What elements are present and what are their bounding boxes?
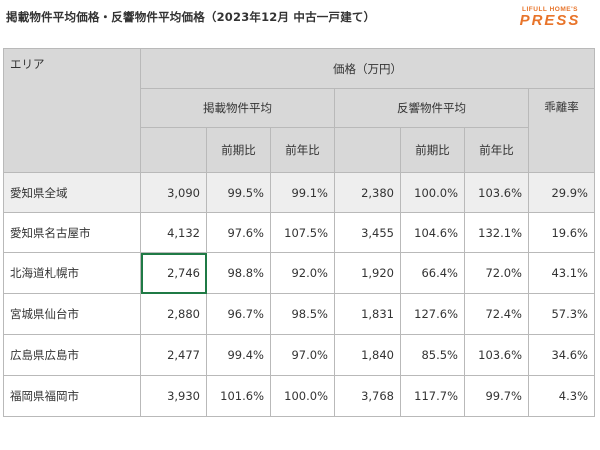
area-cell[interactable]: 広島県広島市	[3, 334, 141, 376]
listing-qoq-cell[interactable]: 98.8%	[206, 252, 271, 294]
response-yoy-cell[interactable]: 72.0%	[464, 252, 529, 294]
listing-yoy-cell[interactable]: 99.1%	[270, 172, 335, 213]
listing-qoq-cell[interactable]: 99.4%	[206, 334, 271, 376]
response-qoq-cell[interactable]: 66.4%	[400, 252, 465, 294]
listing-yoy-cell[interactable]: 107.5%	[270, 212, 335, 253]
listing-yoy-cell[interactable]: 98.5%	[270, 293, 335, 335]
listing-qoq-cell[interactable]: 99.5%	[206, 172, 271, 213]
response-price-cell[interactable]: 3,768	[334, 375, 401, 417]
divergence-cell[interactable]: 4.3%	[528, 375, 595, 417]
response-yoy-cell[interactable]: 72.4%	[464, 293, 529, 335]
brand-logo: LIFULL HOME'S PRESS	[514, 6, 586, 28]
header-response-avg[interactable]: 反響物件平均	[334, 88, 529, 128]
header-response-blank[interactable]	[334, 127, 401, 173]
listing-price-cell[interactable]: 3,090	[140, 172, 207, 213]
listing-price-cell[interactable]: 2,477	[140, 334, 207, 376]
listing-yoy-cell[interactable]: 100.0%	[270, 375, 335, 417]
header-listing-yoy[interactable]: 前年比	[270, 127, 335, 173]
header-listing-blank[interactable]	[140, 127, 207, 173]
header-listing-qoq[interactable]: 前期比	[206, 127, 271, 173]
response-yoy-cell[interactable]: 103.6%	[464, 334, 529, 376]
selected-cell[interactable]: 2,746	[140, 252, 207, 294]
divergence-cell[interactable]: 57.3%	[528, 293, 595, 335]
response-qoq-cell[interactable]: 127.6%	[400, 293, 465, 335]
price-table: エリア 価格（万円） 掲載物件平均 反響物件平均 乖離率 前期比 前年比 前期比…	[3, 48, 595, 417]
logo-subtitle: LIFULL HOME'S	[522, 6, 578, 13]
listing-qoq-cell[interactable]: 97.6%	[206, 212, 271, 253]
response-qoq-cell[interactable]: 104.6%	[400, 212, 465, 253]
response-yoy-cell[interactable]: 99.7%	[464, 375, 529, 417]
divergence-cell[interactable]: 19.6%	[528, 212, 595, 253]
header-price[interactable]: 価格（万円）	[140, 48, 595, 89]
response-price-cell[interactable]: 1,840	[334, 334, 401, 376]
listing-yoy-cell[interactable]: 92.0%	[270, 252, 335, 294]
logo-wordmark: PRESS	[519, 12, 581, 29]
divergence-cell[interactable]: 34.6%	[528, 334, 595, 376]
table-row: 広島県広島市 2,477 99.4% 97.0% 1,840 85.5% 103…	[3, 334, 595, 376]
response-yoy-cell[interactable]: 132.1%	[464, 212, 529, 253]
table-row: 愛知県全域 3,090 99.5% 99.1% 2,380 100.0% 103…	[3, 172, 595, 213]
response-qoq-cell[interactable]: 85.5%	[400, 334, 465, 376]
response-price-cell[interactable]: 2,380	[334, 172, 401, 213]
table-row: 北海道札幌市 2,746 98.8% 92.0% 1,920 66.4% 72.…	[3, 252, 595, 294]
area-cell[interactable]: 愛知県名古屋市	[3, 212, 141, 253]
header-divergence[interactable]: 乖離率	[528, 88, 595, 173]
header-response-yoy[interactable]: 前年比	[464, 127, 529, 173]
page-title: 掲載物件平均価格・反響物件平均価格（2023年12月 中古一戸建て）	[6, 10, 376, 24]
header-area[interactable]: エリア	[3, 48, 141, 173]
listing-qoq-cell[interactable]: 101.6%	[206, 375, 271, 417]
listing-yoy-cell[interactable]: 97.0%	[270, 334, 335, 376]
header-response-qoq[interactable]: 前期比	[400, 127, 465, 173]
table-row: 福岡県福岡市 3,930 101.6% 100.0% 3,768 117.7% …	[3, 375, 595, 417]
area-cell[interactable]: 北海道札幌市	[3, 252, 141, 294]
area-cell[interactable]: 宮城県仙台市	[3, 293, 141, 335]
response-price-cell[interactable]: 1,920	[334, 252, 401, 294]
response-qoq-cell[interactable]: 100.0%	[400, 172, 465, 213]
area-cell[interactable]: 福岡県福岡市	[3, 375, 141, 417]
listing-price-cell[interactable]: 4,132	[140, 212, 207, 253]
table-row: 宮城県仙台市 2,880 96.7% 98.5% 1,831 127.6% 72…	[3, 293, 595, 335]
table-row: 愛知県名古屋市 4,132 97.6% 107.5% 3,455 104.6% …	[3, 212, 595, 253]
listing-qoq-cell[interactable]: 96.7%	[206, 293, 271, 335]
response-price-cell[interactable]: 1,831	[334, 293, 401, 335]
listing-price-cell[interactable]: 3,930	[140, 375, 207, 417]
area-cell[interactable]: 愛知県全域	[3, 172, 141, 213]
response-price-cell[interactable]: 3,455	[334, 212, 401, 253]
listing-price-cell[interactable]: 2,880	[140, 293, 207, 335]
header-listing-avg[interactable]: 掲載物件平均	[140, 88, 335, 128]
response-qoq-cell[interactable]: 117.7%	[400, 375, 465, 417]
response-yoy-cell[interactable]: 103.6%	[464, 172, 529, 213]
divergence-cell[interactable]: 29.9%	[528, 172, 595, 213]
divergence-cell[interactable]: 43.1%	[528, 252, 595, 294]
